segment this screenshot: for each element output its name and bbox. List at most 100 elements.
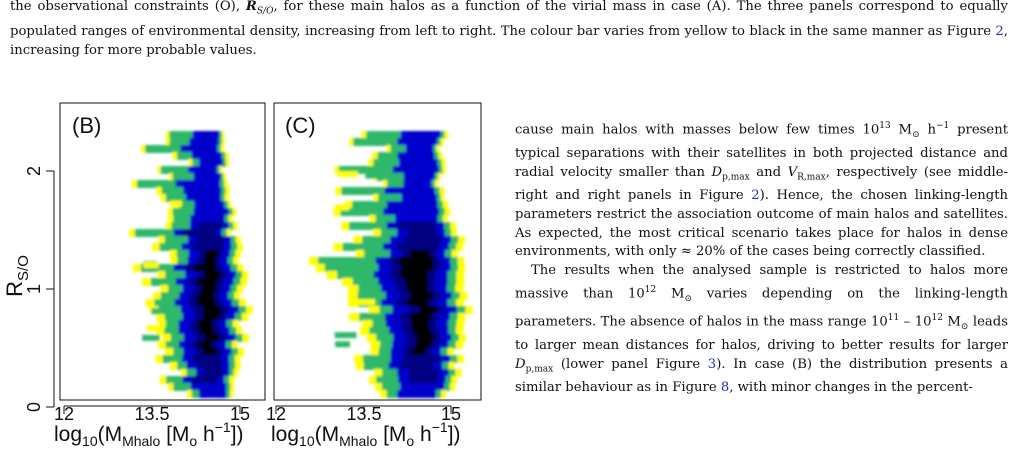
density-cell: [401, 264, 434, 272]
y-tick-1: 1: [24, 284, 44, 294]
density-cell: [175, 180, 220, 188]
body-text-column: cause main halos with masses below few t…: [515, 117, 1008, 398]
heatmap-b: [129, 131, 253, 398]
heatmap-c: [308, 131, 473, 398]
density-cell: [400, 131, 441, 139]
density-cell: [198, 222, 223, 230]
x-axis-label-c: log10(MMhalo [Mo h−1]): [271, 419, 461, 449]
density-cell: [397, 390, 436, 398]
panel-c-label: (C): [285, 113, 316, 138]
density-cell: [185, 194, 221, 202]
figure-caption: the observational constraints (O), RS/O,…: [10, 0, 1008, 60]
density-cell: [397, 152, 435, 160]
density-cell: [400, 383, 445, 391]
caption-text-end: , increasing for more probable values.: [10, 23, 1008, 58]
density-cell: [188, 166, 218, 174]
figure-8-ref[interactable]: 8: [720, 379, 730, 395]
density-cell: [192, 131, 220, 139]
figure-2-ref[interactable]: 2: [751, 188, 760, 204]
density-cell: [335, 341, 350, 348]
density-cell: [403, 355, 441, 363]
y-tick-2: 2: [24, 166, 44, 176]
density-cell: [204, 271, 222, 279]
x-axis-c: 12 13.5 15: [266, 404, 461, 424]
density-cell: [197, 362, 222, 370]
caption-text: the observational constraints (O),: [10, 0, 246, 14]
x-tick-b-13-5: 13.5: [134, 404, 169, 424]
density-cell: [396, 243, 439, 251]
density-cell: [415, 341, 431, 349]
density-cell: [397, 138, 438, 146]
caption-math-r: RS/O: [245, 0, 274, 17]
density-cell: [203, 313, 220, 321]
density-cell: [386, 201, 438, 209]
density-cell: [205, 250, 218, 258]
density-cell: [338, 166, 443, 174]
density-cell: [201, 285, 217, 293]
x-tick-c-13-5: 13.5: [346, 404, 381, 424]
density-cell: [400, 362, 434, 370]
density-cell: [405, 145, 434, 153]
density-cell: [142, 334, 160, 341]
density-cell: [192, 376, 217, 384]
density-cell: [351, 299, 375, 306]
figure-ref-link[interactable]: 2: [995, 23, 1004, 39]
density-cell: [411, 320, 429, 328]
density-cell: [408, 229, 437, 237]
y-axis: 0 1 2: [24, 166, 55, 412]
density-cell: [203, 306, 223, 314]
density-cell: [194, 201, 225, 209]
density-cell: [199, 327, 215, 335]
density-cell: [409, 369, 440, 377]
density-cell: [197, 278, 218, 286]
density-cell: [151, 308, 173, 315]
y-axis-label: RS/O: [2, 255, 32, 297]
density-cell: [190, 215, 225, 223]
x-tick-c-12: 12: [266, 404, 286, 424]
density-cell: [193, 208, 229, 216]
density-cell: [197, 299, 216, 307]
paragraph-1: cause main halos with masses below few t…: [515, 121, 1009, 260]
x-tick-b-12: 12: [54, 404, 74, 424]
density-cell: [334, 332, 357, 339]
density-cell: [193, 264, 216, 272]
density-cell: [403, 180, 432, 188]
density-cell: [398, 222, 436, 230]
density-cell: [193, 355, 221, 363]
density-cell: [403, 173, 435, 181]
density-cell: [406, 285, 428, 293]
density-cell: [198, 292, 214, 300]
density-cell: [416, 334, 434, 342]
density-cell: [143, 262, 159, 269]
x-tick-b-15: 15: [230, 404, 250, 424]
density-figure: RS/O 0 1 2 (B) (C) 12 13.5 15 12 1: [2, 102, 482, 449]
density-cell: [180, 145, 218, 153]
density-cell: [198, 320, 212, 328]
density-cell: [384, 187, 435, 195]
panel-b: (B): [59, 102, 266, 401]
panel-b-label: (B): [72, 113, 101, 138]
density-cell: [337, 171, 358, 178]
density-cell: [411, 348, 426, 356]
density-cell: [198, 390, 227, 398]
density-cell: [398, 257, 433, 265]
density-cell: [205, 334, 220, 342]
density-cell: [394, 215, 438, 223]
density-cell: [353, 138, 441, 146]
density-cell: [409, 313, 432, 321]
density-cell: [192, 243, 223, 251]
density-cell: [412, 327, 431, 335]
density-cell: [203, 348, 217, 356]
paragraph-2: The results when the analysed sample is …: [515, 263, 1009, 395]
density-cell: [410, 292, 434, 300]
density-cell: [335, 204, 350, 211]
density-cell: [197, 236, 224, 244]
density-cell: [197, 341, 212, 349]
density-cell: [199, 159, 223, 167]
density-cell: [204, 369, 224, 377]
density-cell: [365, 172, 380, 179]
figure-3-ref[interactable]: 3: [707, 356, 717, 372]
density-cell: [405, 278, 428, 286]
density-cell: [407, 299, 428, 307]
y-tick-0: 0: [24, 402, 44, 412]
